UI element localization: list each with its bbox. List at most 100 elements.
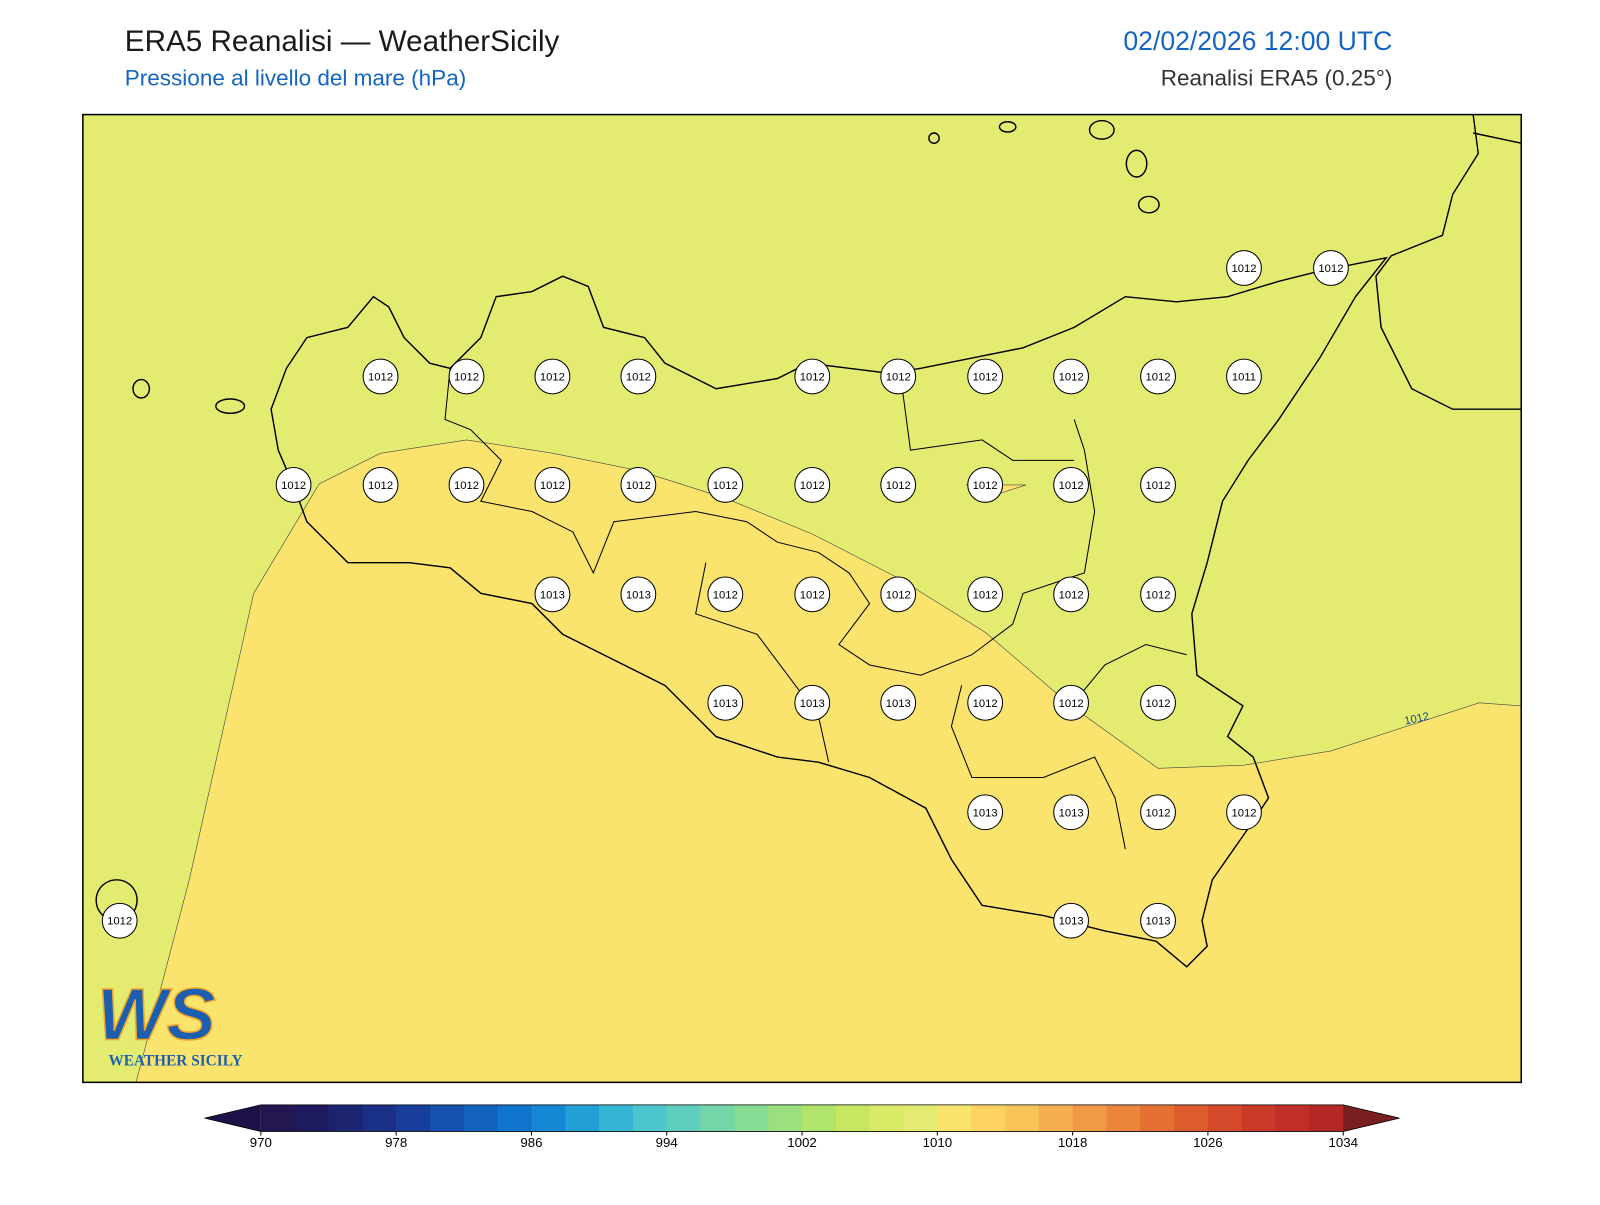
station-value: 1012 [1146, 480, 1171, 492]
colorbar-swatch [1072, 1104, 1107, 1132]
colorbar-swatch [700, 1104, 735, 1132]
station-value: 1013 [540, 589, 565, 601]
station-marker [880, 684, 917, 721]
coastline [270, 256, 1388, 968]
station-value: 1012 [1146, 698, 1171, 710]
colorbar-swatch [1241, 1104, 1277, 1132]
island [998, 121, 1017, 133]
colorbar-swatch [1038, 1104, 1074, 1132]
station-value: 1013 [800, 698, 825, 710]
station-marker [707, 684, 744, 721]
colorbar-tick-label: 1018 [1058, 1135, 1088, 1150]
colorbar-swatch [1174, 1104, 1209, 1132]
station-marker [967, 467, 1004, 503]
map-area: 1012 1012 1012 1012 1012 1012 1012 1012 1012 1012… [82, 113, 1522, 1084]
station-value: 1013 [626, 589, 651, 601]
island [1125, 149, 1148, 178]
colorbar-swatch [1004, 1104, 1040, 1132]
colorbar-swatch [1207, 1104, 1243, 1132]
colorbar-tick-label: 1034 [1328, 1135, 1358, 1150]
station-marker [362, 358, 399, 395]
station-marker [880, 358, 917, 395]
colorbar-swatch [768, 1104, 803, 1132]
subtitle: Pressione al livello del mare (hPa) [125, 66, 466, 91]
colorbar-swatch [396, 1104, 431, 1132]
station-marker [794, 358, 831, 395]
station-value: 1012 [368, 371, 393, 383]
station-marker [101, 902, 138, 939]
colorbar-swatch [565, 1104, 600, 1132]
station-value: 1013 [713, 698, 738, 710]
station-marker [1140, 684, 1176, 721]
map-layers: 1012 1012 1012 1012 1012 1012 1012 1012 1012 1012… [82, 114, 1522, 1083]
station-marker [967, 576, 1004, 613]
datetime: 02/02/2026 12:00 UTC [1123, 26, 1392, 56]
station-marker [794, 467, 831, 503]
station-value: 1012 [1146, 371, 1171, 383]
station-value: 1012 [626, 371, 651, 383]
colorbar-swatch [1106, 1104, 1141, 1132]
colorbar-over [1343, 1104, 1400, 1132]
island [1088, 120, 1115, 140]
station-value: 1012 [886, 589, 911, 601]
colorbar-swatch [632, 1104, 668, 1132]
colorbar-tick-label: 978 [385, 1135, 407, 1150]
island [215, 398, 246, 415]
station-value: 1012 [1318, 263, 1343, 275]
colorbar-swatch [497, 1104, 532, 1132]
station-marker [620, 576, 657, 613]
colorbar-swatch [971, 1104, 1006, 1132]
station-marker [1140, 576, 1176, 613]
station-marker [1053, 684, 1090, 721]
colorbar-tick-label: 994 [656, 1135, 678, 1150]
station-marker [1140, 902, 1176, 939]
station-marker [1053, 794, 1090, 831]
colorbar-swatch [599, 1104, 634, 1132]
station-value: 1012 [368, 480, 393, 492]
province-border [444, 368, 1187, 850]
colorbar-swatch [1140, 1104, 1175, 1132]
contour-label: 1012 [1403, 711, 1430, 728]
colorbar-swatch [1275, 1104, 1310, 1132]
station-marker [707, 576, 744, 613]
station-value: 1012 [886, 371, 911, 383]
station-marker [534, 358, 571, 395]
station-marker [1226, 250, 1262, 286]
station-value: 1013 [973, 807, 998, 819]
station-value: 1012 [800, 480, 825, 492]
colorbar-swatch [429, 1104, 465, 1132]
colorbar-swatch [463, 1104, 499, 1132]
station-marker [1226, 358, 1262, 395]
station-marker [1226, 794, 1262, 831]
station-marker [1313, 250, 1349, 286]
station-value: 1012 [454, 371, 479, 383]
colorbar-swatch [937, 1104, 972, 1132]
station-marker [1140, 794, 1176, 831]
colorbar-swatch [328, 1104, 363, 1132]
colorbar-tick-label: 1026 [1193, 1135, 1223, 1150]
station-marker [448, 467, 485, 503]
station-value: 1011 [1232, 371, 1256, 383]
station-marker [967, 358, 1004, 395]
colorbar-swatch [666, 1104, 702, 1132]
station-value: 1012 [973, 589, 998, 601]
station-value: 1013 [1059, 916, 1084, 928]
station-value: 1013 [1059, 807, 1084, 819]
station-value: 1012 [454, 480, 479, 492]
station-marker [620, 358, 657, 395]
colorbar-swatch [835, 1104, 871, 1132]
station-value: 1012 [1231, 263, 1256, 275]
colorbar: 970 978 986 994 1002 1010 1018 1026 1034 [204, 1104, 1400, 1150]
logo-mark: WS [97, 972, 216, 1055]
station-value: 1012 [107, 916, 132, 928]
station-value: 1012 [540, 480, 565, 492]
station-marker [707, 467, 744, 503]
colorbar-tick-label: 970 [250, 1135, 272, 1150]
colorbar-swatch [869, 1104, 905, 1132]
station-value: 1012 [1231, 807, 1256, 819]
colorbar-under [204, 1104, 261, 1132]
station-marker [362, 467, 399, 503]
station-marker [1053, 358, 1090, 395]
